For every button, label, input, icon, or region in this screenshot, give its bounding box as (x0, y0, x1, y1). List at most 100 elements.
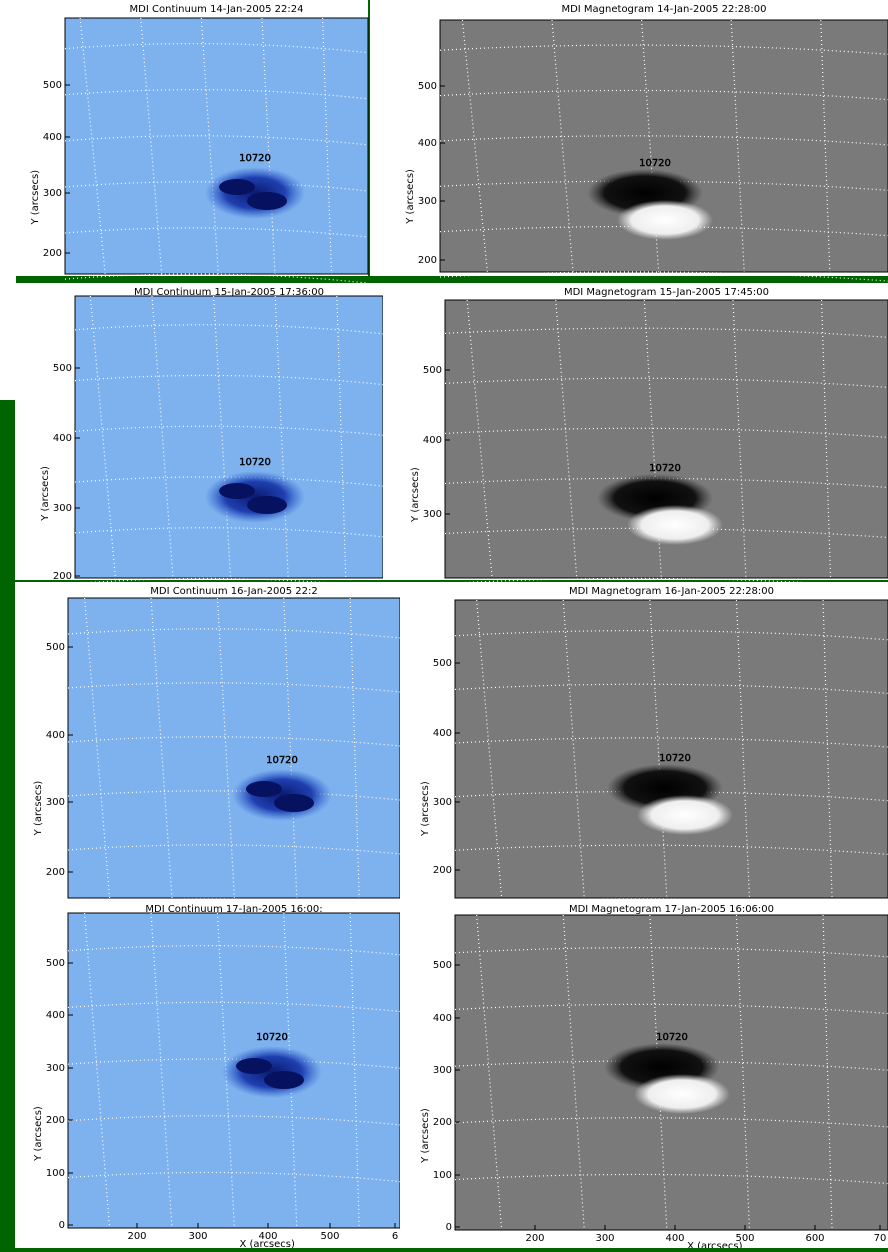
grid-line (444, 327, 888, 338)
y-tick-label: 200 (418, 255, 437, 266)
y-tick-label: 500 (46, 958, 65, 969)
umbra (264, 1071, 304, 1089)
panel-title: MDI Magnetogram 14-Jan-2005 22:28:00 (561, 4, 766, 15)
grid-line (74, 527, 384, 538)
grid-line (67, 682, 401, 693)
image (454, 599, 888, 899)
y-tick-label: 500 (433, 658, 452, 669)
grid-line (64, 181, 369, 192)
region-label: 10720 (649, 463, 681, 474)
grid-line (735, 599, 751, 899)
grid-line (74, 476, 384, 487)
grid-line (454, 1003, 888, 1015)
umbra (247, 496, 287, 514)
y-tick-label: 200 (433, 1117, 452, 1128)
region-label: 10720 (659, 753, 691, 764)
y-tick-label: 300 (418, 196, 437, 207)
positive-polarity (637, 795, 733, 835)
grid-line (74, 374, 384, 386)
y-axis-label: Y (arcsecs) (420, 1108, 431, 1164)
grid-line (283, 912, 298, 1229)
y-axis-label: Y (arcsecs) (33, 1106, 44, 1162)
grid-line (454, 630, 888, 641)
region-label: 10720 (239, 457, 271, 468)
grid-line (67, 1058, 401, 1069)
grid-line (79, 17, 106, 275)
y-axis-label: Y (arcsecs) (33, 781, 44, 837)
y-tick-label: 300 (53, 503, 72, 514)
x-tick-label: 300 (188, 1231, 207, 1242)
panel-title: MDI Continuum 15-Jan-2005 17:36:00 (134, 287, 324, 298)
y-tick-label: 500 (53, 363, 72, 374)
grid-line (439, 89, 888, 101)
grid-line (466, 299, 493, 579)
y-axis-label: Y (arcsecs) (405, 169, 416, 225)
grid-line (444, 427, 888, 439)
grid-line (64, 227, 369, 238)
panel-title: MDI Continuum 16-Jan-2005 22:2 (150, 586, 318, 597)
positive-polarity (634, 1074, 730, 1114)
grid-line (444, 577, 888, 589)
grid-line (64, 42, 369, 54)
y-tick-label: 200 (43, 248, 62, 259)
grid-line (454, 898, 888, 909)
grid-line (64, 135, 369, 146)
grid-line (67, 1001, 401, 1013)
umbra (247, 192, 287, 210)
grid-line (454, 1230, 888, 1241)
y-tick-label: 100 (46, 1168, 65, 1179)
grid-line (200, 17, 219, 275)
y-tick-label: 400 (418, 138, 437, 149)
y-tick-label: 200 (53, 571, 72, 582)
y-tick-label: 400 (46, 1010, 65, 1021)
grid-line (74, 425, 384, 436)
grid-line (67, 628, 401, 639)
x-tick-label: 400 (665, 1233, 684, 1244)
x-tick-label: 6 (392, 1231, 398, 1242)
y-axis-label: Y (arcsecs) (410, 467, 421, 523)
y-tick-label: 0 (446, 1222, 452, 1233)
panel-title: MDI Continuum 17-Jan-2005 16:00: (145, 904, 322, 915)
grid-line (321, 17, 333, 275)
x-tick-label: 70 (874, 1233, 887, 1244)
grid-line (439, 44, 888, 55)
y-tick-label: 400 (433, 1013, 452, 1024)
y-tick-label: 400 (46, 730, 65, 741)
region-label: 10720 (656, 1032, 688, 1043)
x-tick-label: 500 (735, 1233, 754, 1244)
panel-title: MDI Magnetogram 17-Jan-2005 16:06:00 (569, 904, 774, 915)
panel-title: MDI Magnetogram 16-Jan-2005 22:28:00 (569, 586, 774, 597)
grid-line (649, 914, 668, 1231)
grid-line (261, 17, 276, 275)
y-axis-label: Y (arcsecs) (40, 466, 51, 522)
grid-line (562, 914, 585, 1231)
grid-line (555, 299, 578, 579)
y-tick-label: 500 (46, 642, 65, 653)
x-tick-label: 500 (320, 1231, 339, 1242)
y-tick-label: 100 (433, 1170, 452, 1181)
sunspot (205, 471, 305, 523)
region-label: 10720 (239, 153, 271, 164)
grid-line (444, 477, 888, 489)
grid-line (140, 17, 163, 275)
grid-line (67, 1228, 401, 1239)
grid-line (349, 912, 360, 1229)
grid-line (649, 599, 668, 899)
grid-line (216, 912, 235, 1229)
grid-line (439, 271, 888, 282)
panel-title: MDI Magnetogram 15-Jan-2005 17:45:00 (564, 287, 769, 298)
y-tick-label: 500 (423, 365, 442, 376)
grid-line (735, 914, 751, 1231)
y-tick-label: 500 (43, 80, 62, 91)
grid-line (444, 377, 888, 388)
grid-line (822, 599, 833, 899)
image (67, 597, 401, 899)
x-tick-label: 600 (805, 1233, 824, 1244)
y-tick-label: 300 (46, 1063, 65, 1074)
x-axis-label: X (arcsecs) (687, 1241, 743, 1248)
y-tick-label: 400 (423, 435, 442, 446)
region-label: 10720 (256, 1032, 288, 1043)
y-axis-label: Y (arcsecs) (30, 170, 41, 226)
x-tick-label: 400 (258, 1231, 277, 1242)
